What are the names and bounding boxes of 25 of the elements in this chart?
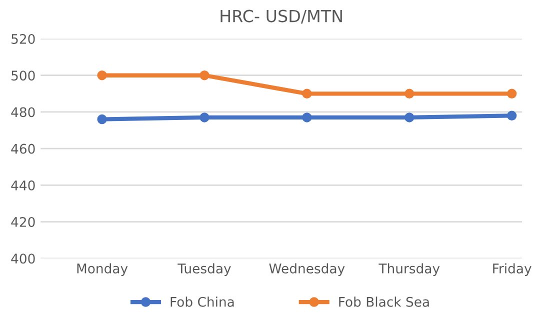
y-tick-label: 400 bbox=[11, 254, 35, 264]
legend-label: Fob China bbox=[170, 296, 234, 307]
y-tick-label: 460 bbox=[11, 144, 35, 154]
y-tick-label: 520 bbox=[12, 34, 35, 44]
x-tick-label: Tuesday bbox=[178, 263, 231, 276]
point bbox=[302, 88, 312, 99]
y-tick-label: 440 bbox=[11, 180, 35, 190]
legend-label: Fob Black Sea bbox=[339, 296, 429, 307]
x-tick-label: Thursday bbox=[378, 263, 440, 276]
y-tick-label: 500 bbox=[12, 70, 35, 81]
point bbox=[97, 114, 107, 124]
point bbox=[506, 110, 517, 120]
chart-title: HRC- USD/MTN bbox=[220, 10, 342, 24]
point bbox=[97, 70, 107, 80]
y-tick-label: 420 bbox=[11, 217, 35, 227]
point bbox=[404, 112, 414, 122]
y-tick-label: 480 bbox=[11, 107, 35, 118]
point bbox=[302, 112, 312, 122]
x-tick-label: Monday bbox=[77, 263, 128, 276]
point bbox=[200, 70, 210, 80]
x-tick-label: Wednesday bbox=[269, 263, 345, 276]
point bbox=[200, 112, 210, 122]
point bbox=[404, 88, 414, 99]
x-tick-label: Friday bbox=[493, 263, 532, 276]
point bbox=[506, 88, 517, 99]
